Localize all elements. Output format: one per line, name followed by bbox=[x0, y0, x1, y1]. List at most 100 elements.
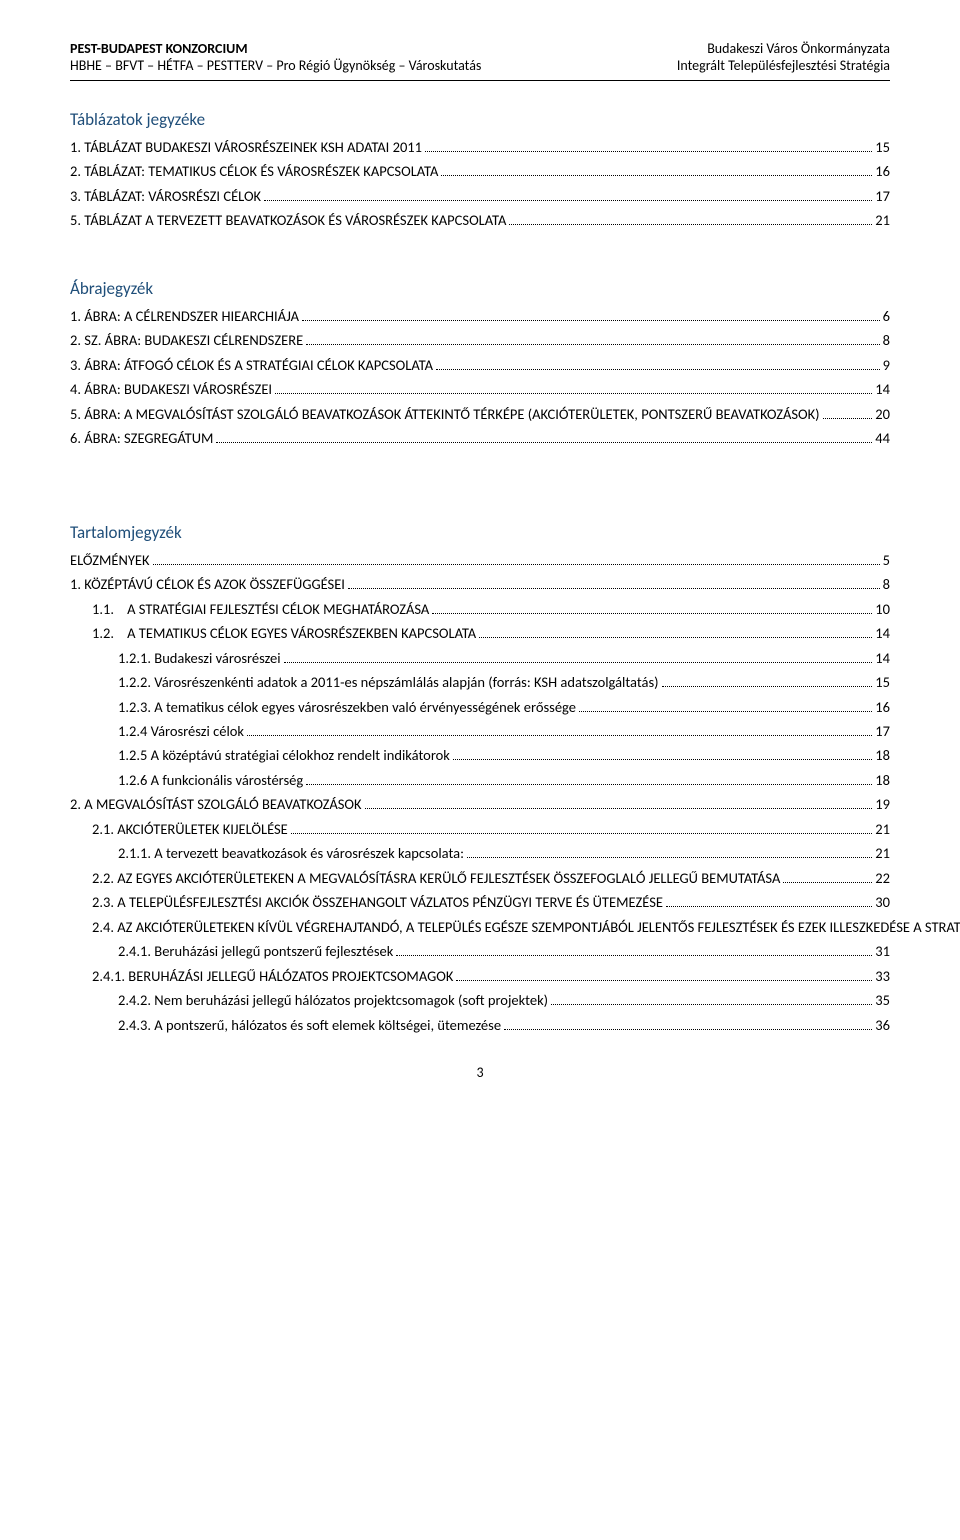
toc-label: 1.2. A TEMATIKUS CÉLOK EGYES VÁROSRÉSZEK… bbox=[92, 622, 476, 644]
dot-leader bbox=[783, 882, 872, 883]
figures-label: 5. ÁBRA: A MEGVALÓSÍTÁST SZOLGÁLÓ BEAVAT… bbox=[70, 403, 820, 425]
figures-label: 3. ÁBRA: ÁTFOGÓ CÉLOK ÉS A STRATÉGIAI CÉ… bbox=[70, 354, 433, 376]
header-left: PEST-BUDAPEST KONZORCIUM HBHE – BFVT – H… bbox=[70, 40, 481, 74]
toc-label: 1.2.2. Városrészenkénti adatok a 2011-es… bbox=[118, 671, 659, 693]
toc-label: 2.1.1. A tervezett beavatkozások és váro… bbox=[118, 842, 464, 864]
dot-leader bbox=[509, 224, 872, 225]
dot-leader bbox=[306, 784, 872, 785]
toc-label: 1.1. A STRATÉGIAI FEJLESZTÉSI CÉLOK MEGH… bbox=[92, 598, 429, 620]
toc-page: 15 bbox=[875, 671, 890, 693]
tables-page: 17 bbox=[875, 185, 890, 207]
tables-line: 5. TÁBLÁZAT A TERVEZETT BEAVATKOZÁSOK ÉS… bbox=[70, 209, 890, 231]
toc-label: 1.2.6 A funkcionális várostérség bbox=[118, 769, 303, 791]
dot-leader bbox=[291, 833, 873, 834]
dot-leader bbox=[504, 1029, 872, 1030]
toc-page: 16 bbox=[875, 696, 890, 718]
toc-line: 2.1.1. A tervezett beavatkozások és váro… bbox=[70, 842, 890, 864]
toc-line: 1.2.5 A középtávú stratégiai célokhoz re… bbox=[70, 744, 890, 766]
toc-label: 1. KÖZÉPTÁVÚ CÉLOK ÉS AZOK ÖSSZEFÜGGÉSEI bbox=[70, 573, 345, 595]
toc-label: 2.4. AZ AKCIÓTERÜLETEKEN KÍVÜL VÉGREHAJT… bbox=[92, 916, 960, 938]
dot-leader bbox=[284, 662, 873, 663]
toc-line: 2.4.2. Nem beruházási jellegű hálózatos … bbox=[70, 989, 890, 1011]
tables-page: 15 bbox=[875, 136, 890, 158]
dot-leader bbox=[453, 759, 872, 760]
dot-leader bbox=[396, 955, 872, 956]
toc-page: 35 bbox=[875, 989, 890, 1011]
toc-line: 2.3. A TELEPÜLÉSFEJLESZTÉSI AKCIÓK ÖSSZE… bbox=[70, 891, 890, 913]
dot-leader bbox=[365, 808, 873, 809]
dot-leader bbox=[662, 686, 873, 687]
header-doc-title: Integrált Településfejlesztési Stratégia bbox=[677, 57, 890, 74]
figures-page: 9 bbox=[883, 354, 890, 376]
toc-page: 14 bbox=[875, 647, 890, 669]
dot-leader bbox=[216, 442, 872, 443]
dot-leader bbox=[247, 735, 872, 736]
toc-line: 2. A MEGVALÓSÍTÁST SZOLGÁLÓ BEAVATKOZÁSO… bbox=[70, 793, 890, 815]
figures-label: 4. ÁBRA: BUDAKESZI VÁROSRÉSZEI bbox=[70, 378, 272, 400]
tables-line: 1. TÁBLÁZAT BUDAKESZI VÁROSRÉSZEINEK KSH… bbox=[70, 136, 890, 158]
toc-label: ELŐZMÉNYEK bbox=[70, 549, 150, 571]
dot-leader bbox=[441, 175, 872, 176]
dot-leader bbox=[348, 588, 880, 589]
toc-line: 2.4.3. A pontszerű, hálózatos és soft el… bbox=[70, 1014, 890, 1036]
dot-leader bbox=[153, 564, 880, 565]
toc-label: 2.1. AKCIÓTERÜLETEK KIJELÖLÉSE bbox=[92, 818, 288, 840]
toc-page: 30 bbox=[875, 891, 890, 913]
figures-line: 3. ÁBRA: ÁTFOGÓ CÉLOK ÉS A STRATÉGIAI CÉ… bbox=[70, 354, 890, 376]
toc-label: 2.4.1. BERUHÁZÁSI JELLEGŰ HÁLÓZATOS PROJ… bbox=[92, 965, 453, 987]
dot-leader bbox=[275, 393, 872, 394]
toc-line: 1. KÖZÉPTÁVÚ CÉLOK ÉS AZOK ÖSSZEFÜGGÉSEI… bbox=[70, 573, 890, 595]
figures-heading: Ábrajegyzék bbox=[70, 278, 890, 299]
toc-page: 36 bbox=[875, 1014, 890, 1036]
figures-line: 6. ÁBRA: SZEGREGÁTUM 44 bbox=[70, 427, 890, 449]
figures-page: 44 bbox=[875, 427, 890, 449]
toc-line: 2.2. AZ EGYES AKCIÓTERÜLETEKEN A MEGVALÓ… bbox=[70, 867, 890, 889]
toc-page: 17 bbox=[875, 720, 890, 742]
toc-label: 1.2.5 A középtávú stratégiai célokhoz re… bbox=[118, 744, 450, 766]
tables-line: 3. TÁBLÁZAT: VÁROSRÉSZI CÉLOK 17 bbox=[70, 185, 890, 207]
toc-page: 33 bbox=[875, 965, 890, 987]
toc-page: 8 bbox=[883, 573, 890, 595]
tables-label: 5. TÁBLÁZAT A TERVEZETT BEAVATKOZÁSOK ÉS… bbox=[70, 209, 506, 231]
toc-page: 22 bbox=[875, 867, 890, 889]
page-number: 3 bbox=[70, 1064, 890, 1081]
figures-label: 2. SZ. ÁBRA: BUDAKESZI CÉLRENDSZERE bbox=[70, 329, 303, 351]
tables-label: 3. TÁBLÁZAT: VÁROSRÉSZI CÉLOK bbox=[70, 185, 261, 207]
toc-line: 1.2.2. Városrészenkénti adatok a 2011-es… bbox=[70, 671, 890, 693]
figures-label: 1. ÁBRA: A CÉLRENDSZER HIEARCHIÁJA bbox=[70, 305, 299, 327]
tables-heading: Táblázatok jegyzéke bbox=[70, 109, 890, 130]
dot-leader bbox=[306, 344, 879, 345]
figures-page: 20 bbox=[875, 403, 890, 425]
toc-line: 1.2.4 Városrészi célok 17 bbox=[70, 720, 890, 742]
dot-leader bbox=[479, 637, 872, 638]
toc-line: 2.4. AZ AKCIÓTERÜLETEKEN KÍVÜL VÉGREHAJT… bbox=[70, 916, 890, 938]
tables-page: 16 bbox=[875, 160, 890, 182]
toc-label: 2. A MEGVALÓSÍTÁST SZOLGÁLÓ BEAVATKOZÁSO… bbox=[70, 793, 362, 815]
toc-label: 2.4.2. Nem beruházási jellegű hálózatos … bbox=[118, 989, 548, 1011]
figures-list: 1. ÁBRA: A CÉLRENDSZER HIEARCHIÁJA 62. S… bbox=[70, 305, 890, 450]
dot-leader bbox=[432, 613, 872, 614]
tables-line: 2. TÁBLÁZAT: TEMATIKUS CÉLOK ÉS VÁROSRÉS… bbox=[70, 160, 890, 182]
tables-label: 1. TÁBLÁZAT BUDAKESZI VÁROSRÉSZEINEK KSH… bbox=[70, 136, 422, 158]
toc-heading: Tartalomjegyzék bbox=[70, 522, 890, 543]
tables-page: 21 bbox=[875, 209, 890, 231]
dot-leader bbox=[467, 857, 872, 858]
toc-line: ELŐZMÉNYEK 5 bbox=[70, 549, 890, 571]
tables-list: 1. TÁBLÁZAT BUDAKESZI VÁROSRÉSZEINEK KSH… bbox=[70, 136, 890, 232]
toc-page: 14 bbox=[875, 622, 890, 644]
toc-label: 1.2.3. A tematikus célok egyes városrész… bbox=[118, 696, 576, 718]
dot-leader bbox=[551, 1004, 872, 1005]
dot-leader bbox=[264, 200, 872, 201]
toc-page: 21 bbox=[875, 842, 890, 864]
figures-page: 14 bbox=[875, 378, 890, 400]
toc-label: 1.2.1. Budakeszi városrészei bbox=[118, 647, 281, 669]
figures-page: 8 bbox=[883, 329, 890, 351]
dot-leader bbox=[579, 711, 872, 712]
figures-line: 5. ÁBRA: A MEGVALÓSÍTÁST SZOLGÁLÓ BEAVAT… bbox=[70, 403, 890, 425]
toc-page: 10 bbox=[875, 598, 890, 620]
toc-line: 2.4.1. Beruházási jellegű pontszerű fejl… bbox=[70, 940, 890, 962]
header-partners: HBHE – BFVT – HÉTFA – PESTTERV – Pro Rég… bbox=[70, 57, 481, 74]
tables-label: 2. TÁBLÁZAT: TEMATIKUS CÉLOK ÉS VÁROSRÉS… bbox=[70, 160, 438, 182]
toc-line: 1.2.3. A tematikus célok egyes városrész… bbox=[70, 696, 890, 718]
toc-label: 2.3. A TELEPÜLÉSFEJLESZTÉSI AKCIÓK ÖSSZE… bbox=[92, 891, 663, 913]
